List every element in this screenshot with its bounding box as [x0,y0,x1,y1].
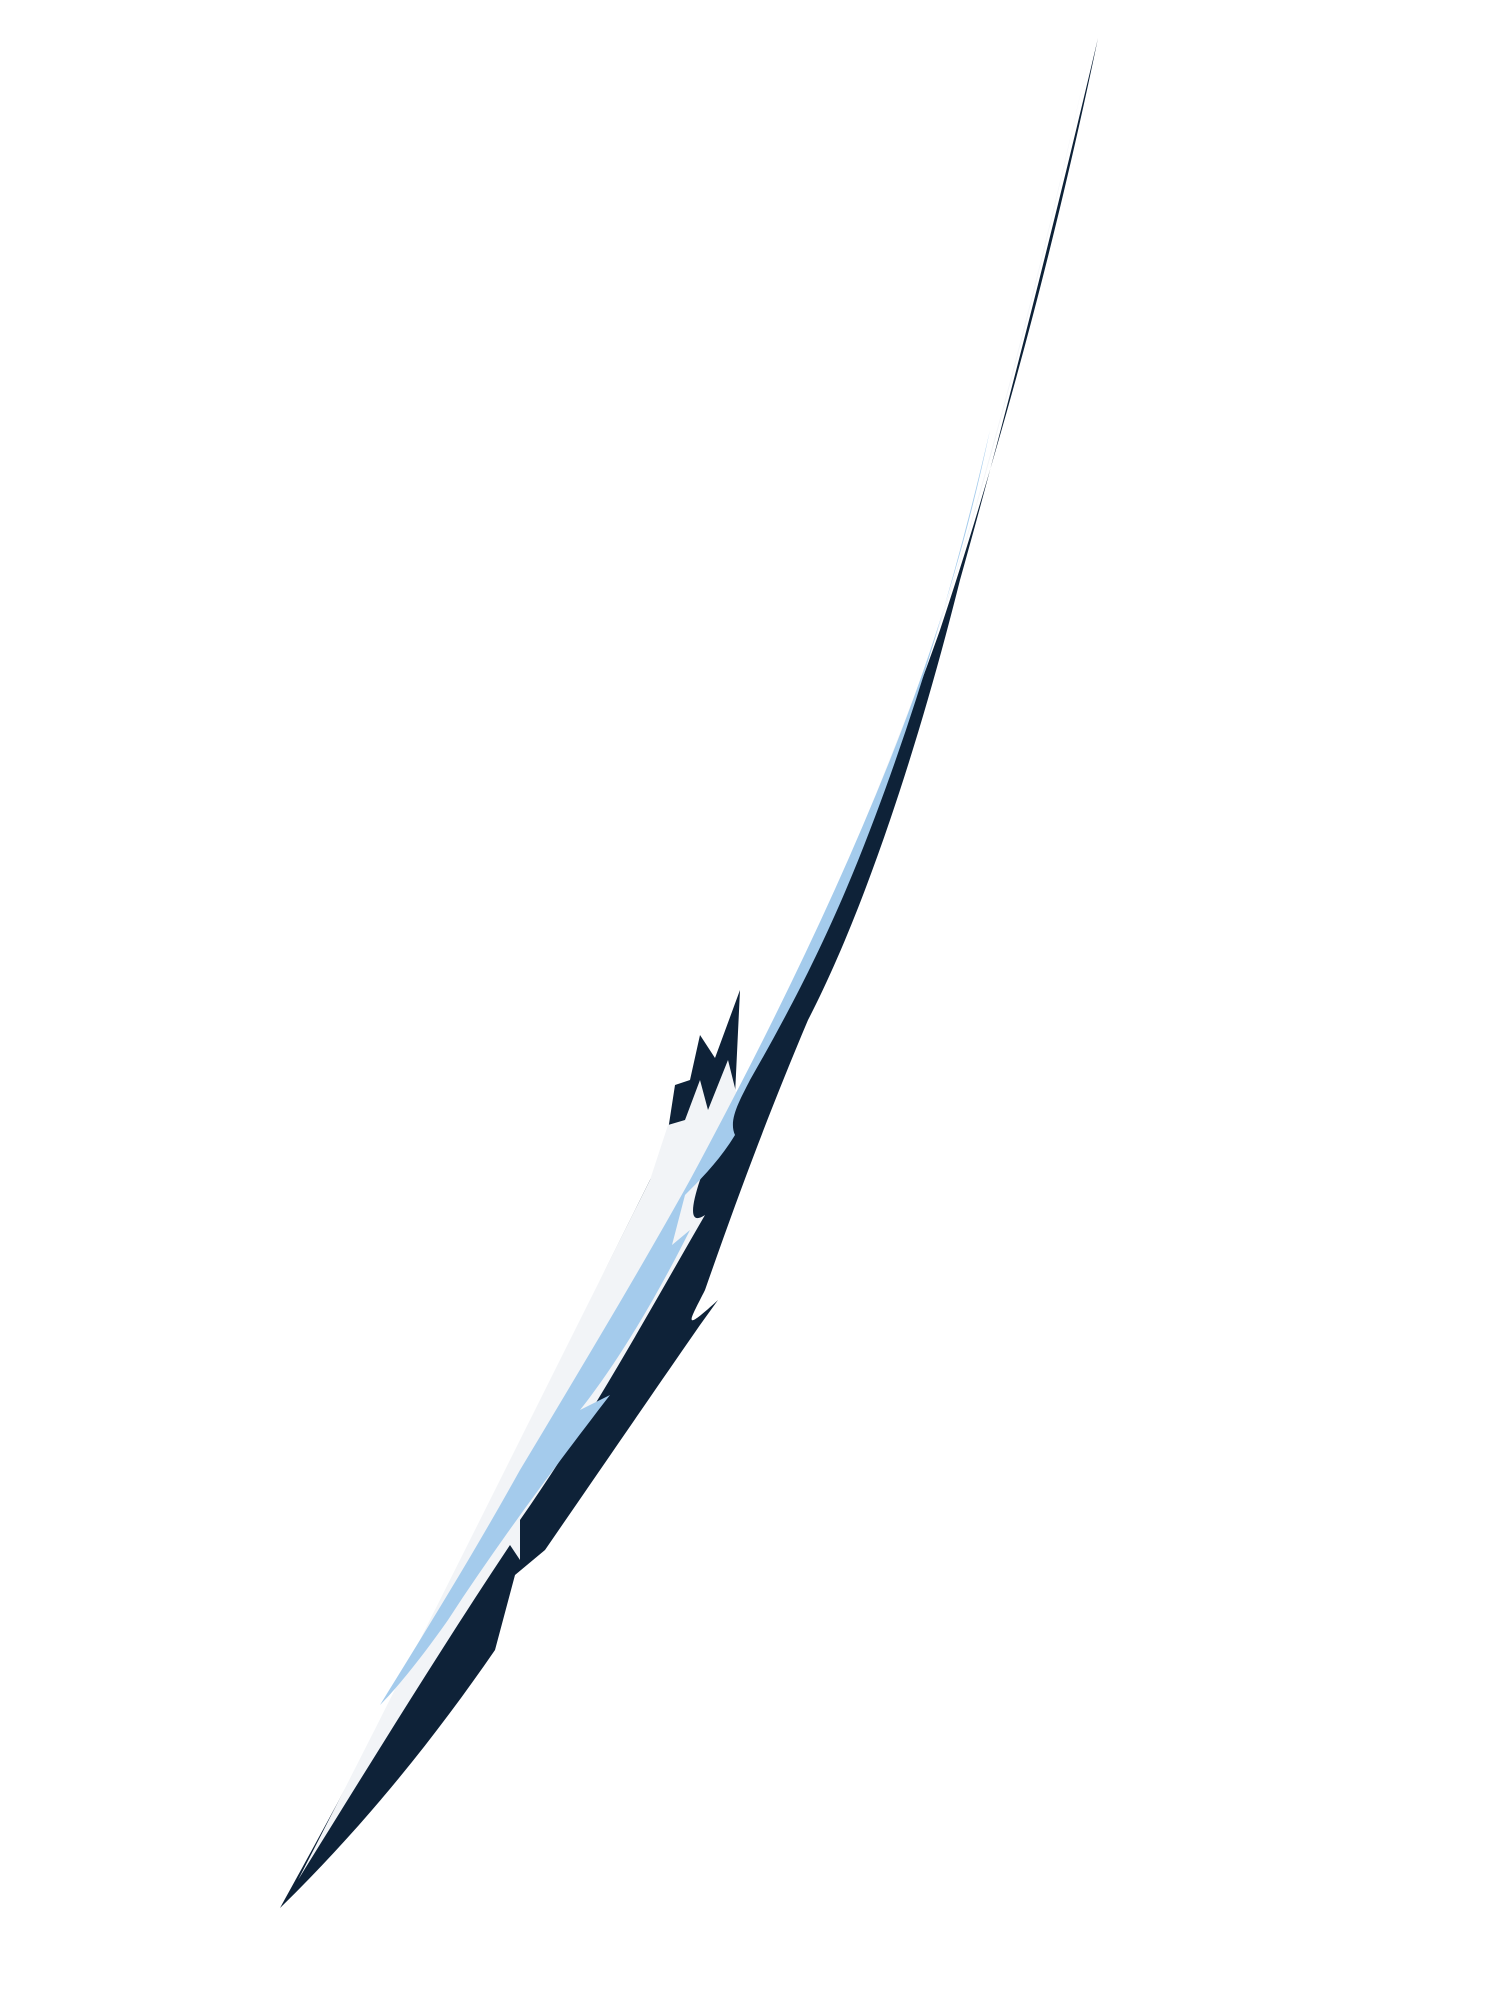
streak-fill [380,430,990,1705]
streak-highlight [298,60,1088,1880]
streak-outline [280,38,1098,1908]
